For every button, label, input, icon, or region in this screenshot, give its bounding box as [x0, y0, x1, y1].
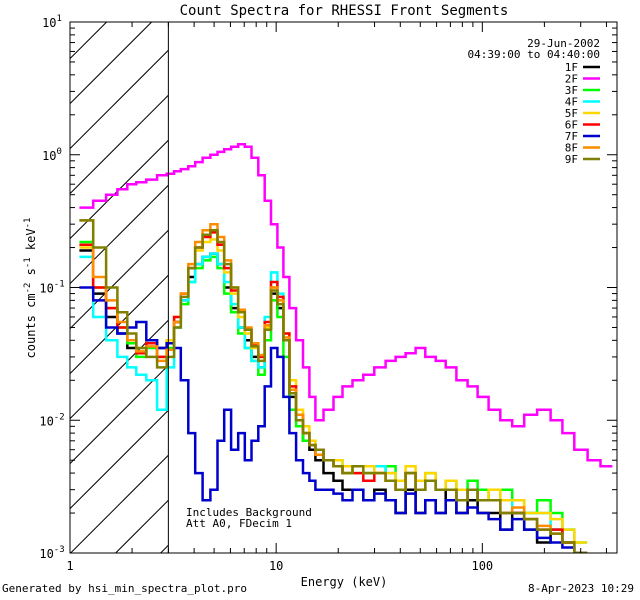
- hatch-line: [69, 364, 169, 464]
- y-tick-label: 10-2: [39, 412, 64, 428]
- legend-label-8f: 8F: [565, 142, 578, 155]
- series-5f-line: [79, 238, 588, 544]
- timestamp-label: 8-Apr-2023 10:29: [528, 582, 634, 595]
- legend-label-3f: 3F: [565, 84, 578, 97]
- attenuator-note: Att A0, FDecim 1: [186, 517, 292, 530]
- legend-label-1f: 1F: [565, 61, 578, 74]
- hatch-line: [69, 94, 169, 194]
- y-tick-label: 100: [42, 147, 62, 163]
- legend-label-6f: 6F: [565, 119, 578, 132]
- series-2f-line: [79, 142, 613, 468]
- series-9f-line: [79, 219, 588, 553]
- hatch-line: [69, 49, 169, 149]
- x-tick-label: 100: [471, 559, 493, 573]
- x-axis-label: Energy (keV): [301, 575, 388, 589]
- series-8f-line: [79, 219, 588, 553]
- legend-label-2f: 2F: [565, 73, 578, 86]
- x-tick-label: 1: [66, 559, 73, 573]
- hatch-line: [160, 544, 169, 554]
- legend-label-4f: 4F: [565, 96, 578, 109]
- x-tick-label: 10: [269, 559, 283, 573]
- y-tick-label: 10-1: [39, 280, 64, 296]
- date-label: 29-Jun-2002: [527, 37, 600, 50]
- legend-label-9f: 9F: [565, 153, 578, 166]
- generated-by-label: Generated by hsi_min_spectra_plot.pro: [2, 582, 248, 595]
- hatch-line: [69, 319, 169, 419]
- series-group: [79, 142, 613, 553]
- y-tick-label: 101: [42, 14, 62, 30]
- series-6f-line: [79, 231, 588, 553]
- hatch-line: [115, 499, 169, 554]
- background-note: Includes Background: [186, 506, 312, 519]
- hatch-line: [70, 454, 169, 554]
- hatch-line: [69, 409, 169, 509]
- series-3f-line: [79, 240, 588, 544]
- chart-title: Count Spectra for RHESSI Front Segments: [180, 3, 509, 19]
- hatch-line: [69, 229, 169, 329]
- hatch-line: [69, 21, 152, 104]
- legend-label-7f: 7F: [565, 130, 578, 143]
- hatch-line: [69, 274, 169, 374]
- hatch-line: [69, 21, 107, 59]
- hatch-line: [69, 184, 169, 284]
- time-range-label: 04:39:00 to 04:40:00: [468, 48, 600, 61]
- y-tick-label: 10-3: [39, 545, 64, 561]
- axes: 1 10 100 10-3 10-2 10-1 100 101: [39, 14, 617, 573]
- y-axis-label: counts cm-2 s-1 keV-1: [23, 218, 38, 359]
- legend-label-5f: 5F: [565, 107, 578, 120]
